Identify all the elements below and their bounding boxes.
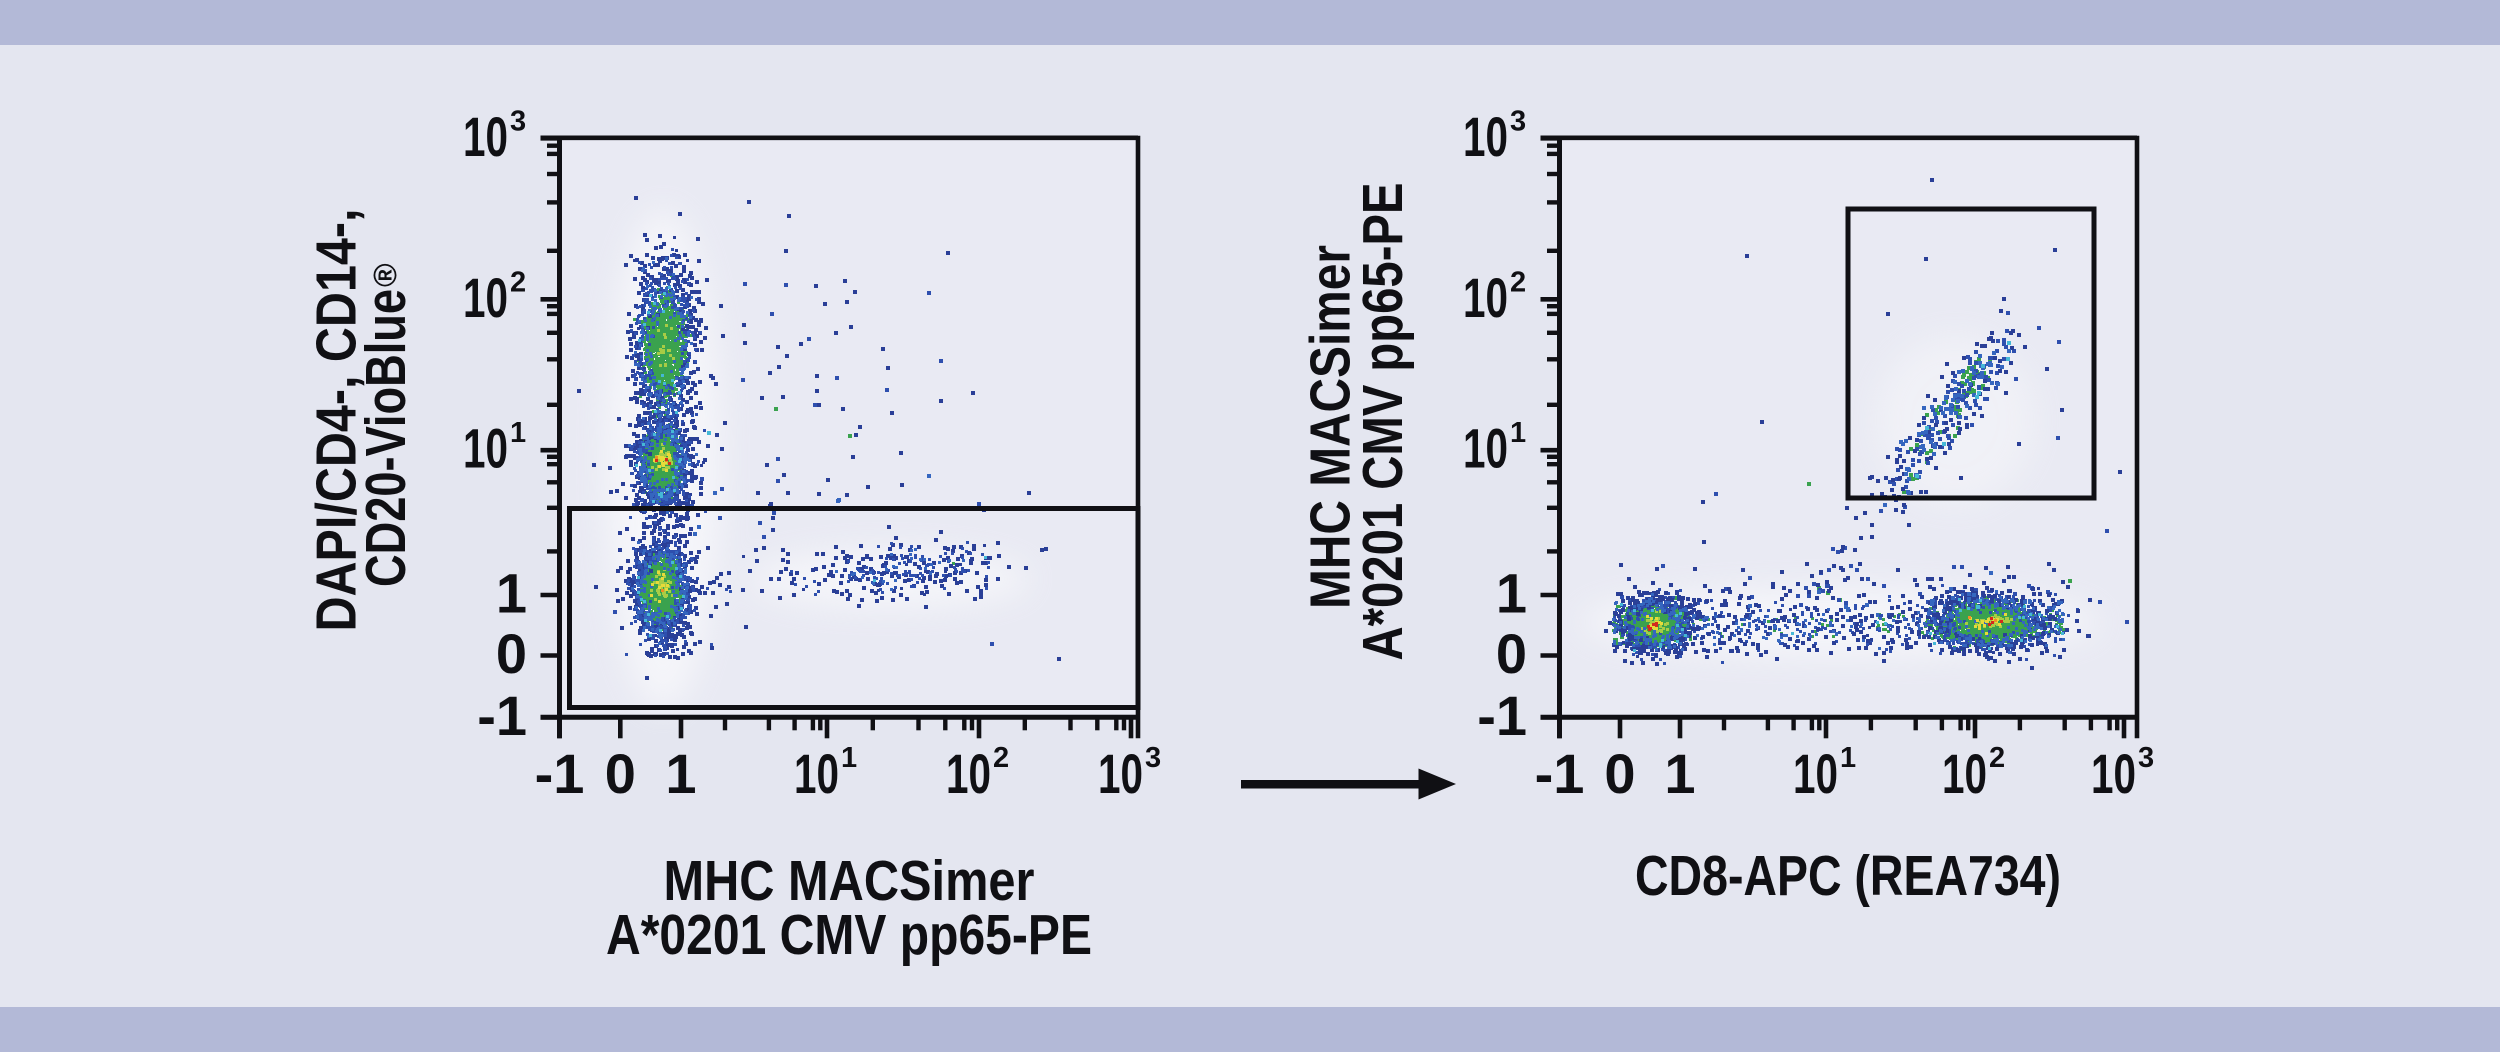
svg-text:0: 0: [496, 622, 527, 685]
svg-text:2: 2: [1510, 266, 1526, 298]
svg-text:CD20-VioBlue: CD20-VioBlue: [354, 289, 418, 587]
svg-text:10: 10: [1793, 742, 1838, 805]
svg-text:1: 1: [841, 742, 857, 774]
svg-text:10: 10: [463, 266, 508, 329]
svg-text:MHC MACSimer: MHC MACSimer: [664, 849, 1035, 913]
svg-text:®: ®: [367, 263, 403, 287]
svg-text:0: 0: [1496, 622, 1527, 685]
svg-text:10: 10: [1463, 417, 1508, 480]
svg-text:10: 10: [463, 417, 508, 480]
svg-text:3: 3: [510, 105, 526, 137]
svg-text:0: 0: [605, 742, 636, 805]
svg-text:1: 1: [510, 417, 526, 449]
svg-text:1: 1: [1510, 417, 1526, 449]
svg-text:3: 3: [1145, 742, 1161, 774]
svg-text:-1: -1: [477, 684, 527, 747]
svg-text:10: 10: [1942, 742, 1987, 805]
svg-text:MHC MACSimer: MHC MACSimer: [1299, 245, 1363, 609]
svg-text:2: 2: [1989, 742, 2005, 774]
svg-text:A*0201 CMV pp65-PE: A*0201 CMV pp65-PE: [606, 903, 1092, 967]
svg-text:-1: -1: [1477, 684, 1527, 747]
svg-text:10: 10: [1463, 266, 1508, 329]
svg-text:-1: -1: [535, 742, 585, 805]
svg-text:10: 10: [463, 105, 508, 168]
svg-text:1: 1: [496, 562, 527, 625]
svg-text:1: 1: [1840, 742, 1856, 774]
svg-text:3: 3: [2138, 742, 2154, 774]
svg-text:A*0201 CMV pp65-PE: A*0201 CMV pp65-PE: [1351, 183, 1415, 661]
svg-text:10: 10: [1098, 742, 1143, 805]
svg-text:DAPI/CD4-, CD14-,: DAPI/CD4-, CD14-,: [305, 209, 369, 632]
svg-text:0: 0: [1604, 742, 1635, 805]
svg-text:10: 10: [1463, 105, 1508, 168]
svg-text:1: 1: [1664, 742, 1695, 805]
svg-text:10: 10: [946, 742, 991, 805]
svg-text:10: 10: [794, 742, 839, 805]
svg-text:1: 1: [1496, 562, 1527, 625]
svg-text:CD8-APC (REA734): CD8-APC (REA734): [1635, 844, 2061, 908]
svg-text:3: 3: [1510, 105, 1526, 137]
svg-text:1: 1: [665, 742, 696, 805]
svg-text:10: 10: [2091, 742, 2136, 805]
svg-text:-1: -1: [1535, 742, 1585, 805]
svg-text:2: 2: [510, 266, 526, 298]
svg-text:2: 2: [993, 742, 1009, 774]
